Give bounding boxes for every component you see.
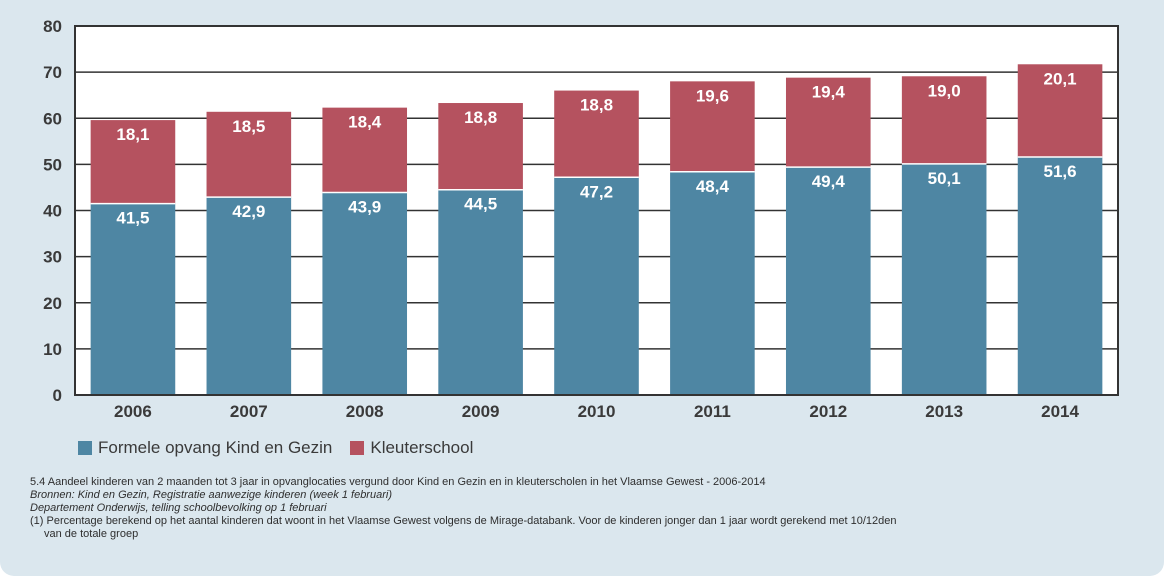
data-label: 19,4 <box>812 83 846 102</box>
data-label: 19,0 <box>928 81 961 100</box>
data-label: 44,5 <box>464 195 497 214</box>
footnote-line-1: (1) Percentage berekend op het aantal ki… <box>30 515 897 527</box>
data-label: 50,1 <box>928 169 961 188</box>
data-label: 47,2 <box>580 182 613 201</box>
y-tick-label: 60 <box>43 109 62 128</box>
bar-segment-kleuterschool <box>438 103 523 190</box>
y-tick-label: 0 <box>53 386 62 405</box>
data-label: 51,6 <box>1044 162 1077 181</box>
source-departement-onderwijs: Departement Onderwijs, telling schoolbev… <box>30 502 327 514</box>
x-tick-label: 2012 <box>809 402 847 421</box>
bar-segment-formele-opvang <box>206 197 292 395</box>
bar-segment-kleuterschool <box>322 107 408 193</box>
data-label: 18,8 <box>464 108 497 127</box>
x-axis-ticks: 2006 2007 2008 2009 2010 2011 2012 2013 2014 <box>114 402 1079 421</box>
bar-segment-formele-opvang <box>670 171 755 395</box>
bar-segment-formele-opvang <box>901 163 987 395</box>
legend-label-kleuterschool: Kleuterschool <box>370 438 474 457</box>
legend-label-formele-opvang: Formele opvang Kind en Gezin <box>98 438 333 457</box>
data-label: 18,5 <box>232 117 265 136</box>
legend-swatch-kleuterschool <box>350 441 365 455</box>
data-label: 18,8 <box>580 96 613 115</box>
x-tick-label: 2007 <box>230 402 268 421</box>
y-tick-label: 10 <box>43 340 62 359</box>
chart-caption: 5.4 Aandeel kinderen van 2 maanden tot 3… <box>30 476 766 488</box>
bar-segment-formele-opvang <box>1017 156 1103 395</box>
x-tick-label: 2008 <box>346 402 384 421</box>
bar-labels: 41,5 18,1 42,9 18,5 43,9 18,4 44,5 18,8 47,2 18,8… <box>116 69 1076 227</box>
x-tick-label: 2010 <box>578 402 616 421</box>
bar-segment-formele-opvang <box>785 167 871 395</box>
stacked-bar-chart: 41,5 18,1 42,9 18,5 43,9 18,4 44,5 18,8 47,2 18,8… <box>43 17 1119 421</box>
data-label: 20,1 <box>1044 69 1077 88</box>
bar-segment-kleuterschool <box>554 90 639 178</box>
legend-item-kleuterschool: Kleuterschool <box>350 438 473 458</box>
data-label: 49,4 <box>812 172 846 191</box>
y-tick-label: 30 <box>43 248 62 267</box>
bar-segment-formele-opvang <box>90 203 176 395</box>
bar-segment-kleuterschool <box>901 76 987 164</box>
y-tick-label: 40 <box>43 202 62 221</box>
y-tick-label: 50 <box>43 155 62 174</box>
source-kind-en-gezin: Bronnen: Kind en Gezin, Registratie aanw… <box>30 489 392 501</box>
bar-segment-formele-opvang <box>554 177 639 395</box>
footnote-line-2: van de totale groep <box>44 528 139 540</box>
bar-segment-kleuterschool <box>785 77 871 168</box>
data-label: 18,1 <box>116 125 149 144</box>
bar-segment-kleuterschool <box>670 81 755 172</box>
x-tick-label: 2009 <box>462 402 500 421</box>
x-tick-label: 2006 <box>114 402 152 421</box>
data-label: 43,9 <box>348 198 381 217</box>
bar-segment-kleuterschool <box>90 120 176 204</box>
y-tick-label: 20 <box>43 294 62 313</box>
x-tick-label: 2014 <box>1041 402 1079 421</box>
y-tick-label: 70 <box>43 63 62 82</box>
x-tick-label: 2011 <box>694 402 731 421</box>
x-tick-label: 2013 <box>925 402 963 421</box>
bar-segment-formele-opvang <box>322 192 408 395</box>
data-label: 41,5 <box>116 209 149 228</box>
bar-segment-kleuterschool <box>206 111 292 198</box>
y-axis-ticks: 0 10 20 30 40 50 60 70 80 <box>43 17 62 405</box>
plot-frame <box>74 25 1119 396</box>
data-label: 48,4 <box>696 177 730 196</box>
y-tick-label: 80 <box>43 17 62 36</box>
chart-notes: 5.4 Aandeel kinderen van 2 maanden tot 3… <box>30 476 1130 541</box>
data-label: 42,9 <box>232 202 265 221</box>
legend-swatch-formele-opvang <box>78 441 92 455</box>
bars <box>90 64 1103 395</box>
legend: Formele opvang Kind en Gezin Kleuterscho… <box>78 438 473 458</box>
bar-segment-kleuterschool <box>1017 64 1103 157</box>
bar-segment-formele-opvang <box>438 189 523 395</box>
data-label: 19,6 <box>696 86 729 105</box>
data-label: 18,4 <box>348 113 382 132</box>
legend-item-formele-opvang: Formele opvang Kind en Gezin <box>78 438 332 458</box>
